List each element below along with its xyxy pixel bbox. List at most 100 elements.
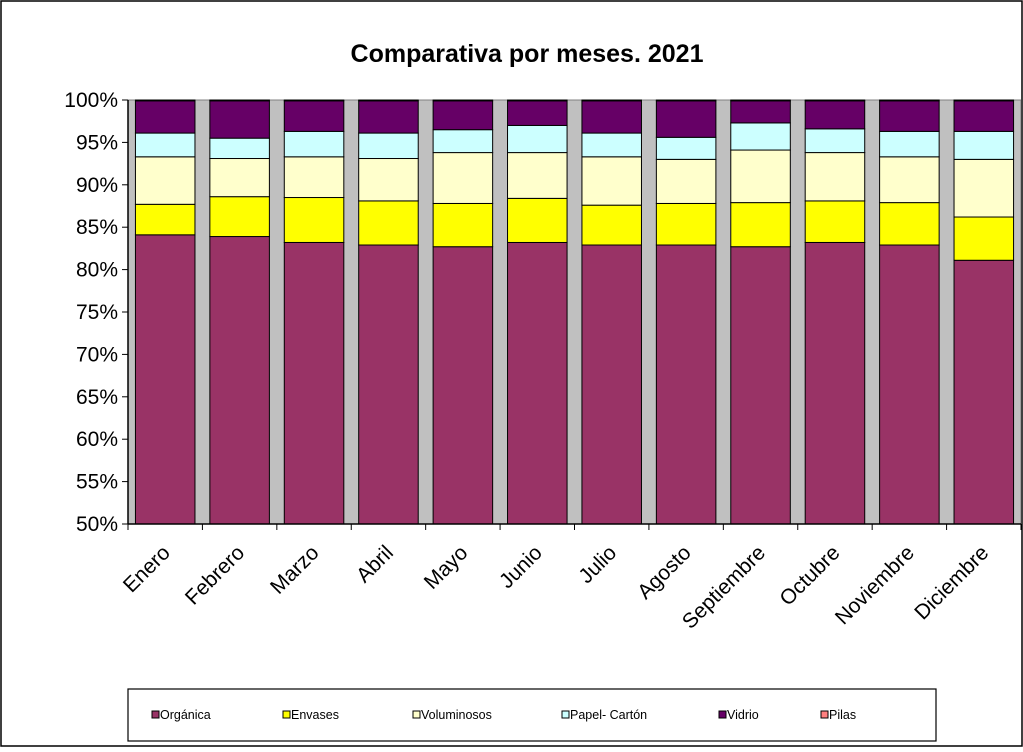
bar-segment-noviembre-vidrio [879, 100, 940, 132]
bar-segment-septiembre-pilas [730, 99, 791, 102]
y-tick-label: 90% [76, 174, 118, 197]
y-tick-label: 65% [76, 386, 118, 409]
bar-segment-noviembre-papel-carton [879, 130, 940, 158]
bar-segment-diciembre-vidrio [953, 100, 1015, 132]
y-tick-label: 80% [76, 259, 118, 282]
bar-segment-febrero-papel-carton [209, 137, 270, 160]
bar-segment-julio-pilas [581, 99, 642, 102]
bar-segment-diciembre-papel-carton [953, 130, 1015, 160]
legend-label: Papel- Cartón [570, 708, 647, 722]
bar-segment-mayo-vidrio [432, 100, 494, 131]
bar-segment-agosto-pilas [655, 99, 717, 102]
legend-swatch [282, 710, 291, 719]
bar-segment-agosto-envases [655, 202, 717, 246]
bar-segment-septiembre-voluminosos [730, 149, 791, 204]
bar-segment-febrero-voluminosos [209, 158, 270, 198]
legend-swatch [820, 710, 829, 719]
bar-segment-abril-vidrio [358, 100, 419, 134]
bar-segment-septiembre-envases [730, 202, 791, 248]
bar-segment-mayo-envases [432, 202, 494, 248]
legend-swatch [561, 710, 570, 719]
legend-item-vidrio: Vidrio [718, 708, 759, 722]
bar-segment-febrero-envases [209, 196, 270, 238]
bar-segment-marzo-organica [283, 241, 345, 525]
bar-segment-agosto-vidrio [655, 100, 717, 138]
legend: Orgánica Envases Voluminosos Papel- Cartón V… [127, 688, 937, 742]
bar-segment-enero-papel-carton [134, 132, 196, 158]
bar-segment-octubre-pilas [804, 99, 866, 102]
bar-segment-mayo-organica [432, 246, 494, 525]
bar-segment-marzo-pilas [283, 99, 345, 102]
legend-label: Vidrio [727, 708, 759, 722]
bar-segment-junio-vidrio [507, 100, 568, 126]
bar-segment-diciembre-envases [953, 216, 1015, 261]
legend-item-papel-carton: Papel- Cartón [561, 708, 647, 722]
plot-area-background [127, 99, 1022, 525]
y-tick-label: 75% [76, 301, 118, 324]
bar-segment-septiembre-organica [730, 246, 791, 525]
bar-segment-agosto-papel-carton [655, 136, 717, 160]
bar-segment-diciembre-pilas [953, 99, 1015, 102]
bar-segment-octubre-envases [804, 200, 866, 243]
bar-segment-marzo-papel-carton [283, 130, 345, 158]
legend-label: Voluminosos [421, 708, 492, 722]
bar-segment-junio-voluminosos [507, 152, 568, 199]
y-tick-label: 70% [76, 343, 118, 366]
legend-swatch [151, 710, 160, 719]
bar-segment-febrero-vidrio [209, 100, 270, 139]
legend-item-organica: Orgánica [151, 708, 211, 722]
bar-segment-julio-voluminosos [581, 156, 642, 206]
legend-item-voluminosos: Voluminosos [412, 708, 492, 722]
bar-segment-enero-voluminosos [134, 156, 196, 205]
bar-segment-abril-papel-carton [358, 132, 419, 160]
y-tick-label: 55% [76, 471, 118, 494]
bar-segment-febrero-pilas [209, 99, 270, 102]
bar-segment-mayo-voluminosos [432, 152, 494, 204]
bar-segment-julio-vidrio [581, 100, 642, 134]
bar-segment-noviembre-pilas [879, 99, 940, 102]
legend-swatch [718, 710, 727, 719]
bar-segment-agosto-organica [655, 244, 717, 525]
bar-segment-noviembre-voluminosos [879, 156, 940, 204]
bar-segment-diciembre-organica [953, 259, 1015, 525]
bar-segment-enero-pilas [134, 99, 196, 102]
bar-segment-junio-pilas [507, 99, 568, 102]
bar-segment-abril-voluminosos [358, 158, 419, 202]
bar-segment-septiembre-papel-carton [730, 122, 791, 151]
y-tick-label: 85% [76, 216, 118, 239]
bar-segment-marzo-voluminosos [283, 156, 345, 199]
legend-box [127, 688, 937, 742]
legend-label: Orgánica [160, 708, 211, 722]
bar-segment-octubre-organica [804, 241, 866, 525]
bar-segment-octubre-voluminosos [804, 152, 866, 202]
bar-segment-junio-organica [507, 241, 568, 525]
bar-segment-julio-organica [581, 244, 642, 525]
y-axis: 50% 55% 60% 65% 70% 75% 80% 85% 90% 95% 100% [64, 89, 129, 536]
bar-segment-marzo-envases [283, 197, 345, 243]
bars-group [134, 99, 1015, 525]
bar-segment-diciembre-voluminosos [953, 158, 1015, 218]
y-tick-label: 50% [76, 513, 118, 536]
bar-segment-agosto-voluminosos [655, 158, 717, 204]
bar-segment-febrero-organica [209, 236, 270, 525]
y-tick-label: 60% [76, 428, 118, 451]
bar-segment-junio-papel-carton [507, 124, 568, 154]
chart-title: Comparativa por meses. 2021 [351, 40, 704, 68]
legend-item-pilas: Pilas [820, 708, 856, 722]
bar-segment-julio-envases [581, 204, 642, 246]
bar-segment-enero-vidrio [134, 100, 196, 134]
bar-segment-enero-organica [134, 234, 196, 525]
bar-segment-marzo-vidrio [283, 100, 345, 132]
bar-segment-octubre-papel-carton [804, 128, 866, 154]
bar-segment-noviembre-envases [879, 202, 940, 246]
bar-segment-mayo-pilas [432, 99, 494, 102]
legend-item-envases: Envases [282, 708, 339, 722]
y-tick-label: 100% [64, 89, 118, 112]
bar-segment-abril-pilas [358, 99, 419, 102]
bar-segment-junio-envases [507, 197, 568, 243]
bar-segment-abril-organica [358, 244, 419, 525]
bar-segment-enero-envases [134, 203, 196, 236]
bar-segment-abril-envases [358, 200, 419, 246]
